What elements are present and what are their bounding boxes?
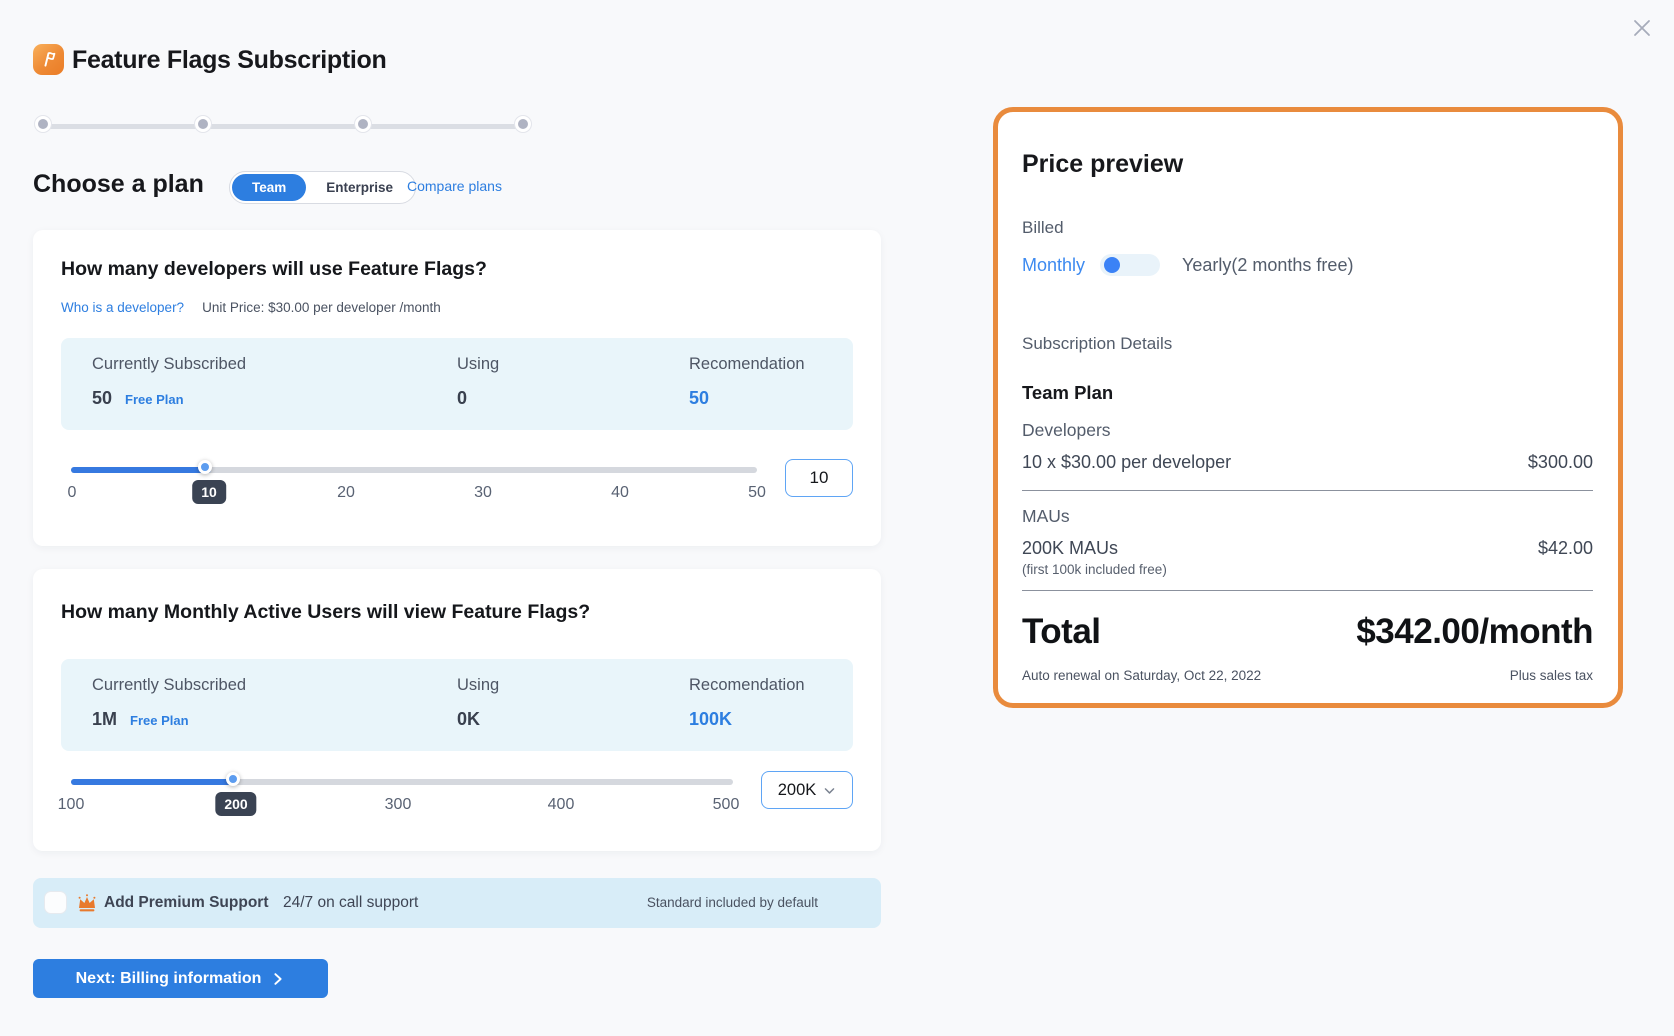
premium-support-checkbox[interactable] bbox=[44, 891, 67, 914]
plan-team-segment[interactable]: Team bbox=[232, 174, 307, 201]
developers-slider-track[interactable] bbox=[71, 460, 757, 474]
page-title: Feature Flags Subscription bbox=[72, 46, 387, 74]
col-header-recommendation: Recomendation bbox=[689, 676, 805, 694]
yearly-label: Yearly(2 months free) bbox=[1182, 254, 1354, 275]
subscribed-value: 1M bbox=[92, 709, 118, 729]
premium-support-row: Add Premium Support 24/7 on call support… bbox=[33, 878, 881, 928]
maus-slider-track[interactable] bbox=[71, 772, 733, 786]
developers-slider-fill bbox=[71, 467, 211, 473]
unit-price-text: Unit Price: $30.00 per developer /month bbox=[202, 300, 441, 315]
divider bbox=[1022, 590, 1593, 591]
developers-line-price: $300.00 bbox=[1527, 452, 1593, 472]
developers-section-label: Developers bbox=[1022, 420, 1111, 440]
total-label: Total bbox=[1022, 612, 1101, 651]
premium-support-label: Add Premium Support bbox=[104, 894, 269, 911]
free-plan-badge: Free Plan bbox=[125, 392, 184, 407]
price-preview-panel: Price preview Billed Monthly Yearly(2 mo… bbox=[993, 107, 1623, 708]
col-header-recommendation: Recomendation bbox=[689, 355, 805, 373]
plan-enterprise-segment[interactable]: Enterprise bbox=[326, 180, 394, 195]
compare-plans-link[interactable]: Compare plans bbox=[407, 178, 502, 194]
developers-line-item: 10 x $30.00 per developer bbox=[1022, 452, 1232, 472]
maus-line-price: $42.00 bbox=[1537, 538, 1593, 558]
tick-label: 0 bbox=[67, 484, 77, 501]
maus-card-title: How many Monthly Active Users will view … bbox=[61, 601, 591, 623]
billed-label: Billed bbox=[1022, 218, 1064, 237]
col-header-using: Using bbox=[457, 355, 500, 373]
maus-dropdown-value: 200K bbox=[777, 780, 817, 799]
tick-label: 50 bbox=[748, 484, 766, 501]
maus-slider-fill bbox=[71, 779, 238, 785]
col-header-subscribed: Currently Subscribed bbox=[92, 355, 247, 373]
maus-dropdown[interactable]: 200K bbox=[761, 771, 853, 809]
maus-section-label: MAUs bbox=[1022, 506, 1070, 526]
stepper-connector bbox=[46, 124, 526, 129]
free-plan-badge: Free Plan bbox=[130, 713, 189, 728]
monthly-label: Monthly bbox=[1022, 254, 1086, 275]
feature-flags-logo-icon bbox=[33, 44, 64, 75]
developers-count-input[interactable] bbox=[785, 459, 853, 497]
tick-label: 30 bbox=[474, 484, 492, 501]
col-header-using: Using bbox=[457, 676, 500, 694]
maus-card: How many Monthly Active Users will view … bbox=[33, 569, 881, 851]
tick-label: 20 bbox=[337, 484, 355, 501]
tick-label: 500 bbox=[712, 796, 740, 813]
tick-label: 100 bbox=[57, 796, 85, 813]
slider-value-badge: 10 bbox=[192, 480, 226, 504]
billing-period-toggle[interactable] bbox=[1100, 254, 1161, 276]
tick-label: 400 bbox=[547, 796, 575, 813]
developers-info-box: Currently Subscribed Using Recomendation… bbox=[61, 338, 853, 430]
subscription-details-label: Subscription Details bbox=[1022, 334, 1173, 353]
recommendation-value: 100K bbox=[689, 709, 733, 729]
using-value: 0K bbox=[457, 709, 481, 729]
next-billing-button-label: Next: Billing information bbox=[75, 969, 262, 987]
step-dot-1 bbox=[35, 116, 51, 132]
progress-stepper bbox=[33, 114, 539, 140]
who-is-developer-link[interactable]: Who is a developer? bbox=[61, 300, 185, 315]
plan-name: Team Plan bbox=[1022, 382, 1114, 403]
developers-card: How many developers will use Feature Fla… bbox=[33, 230, 881, 546]
developers-slider-handle[interactable] bbox=[198, 460, 212, 474]
crown-icon bbox=[78, 894, 96, 912]
maus-slider-handle[interactable] bbox=[226, 772, 240, 786]
price-preview-title: Price preview bbox=[1022, 150, 1184, 178]
auto-renewal-note: Auto renewal on Saturday, Oct 22, 2022 bbox=[1022, 668, 1262, 683]
maus-info-box: Currently Subscribed Using Recomendation… bbox=[61, 659, 853, 751]
toggle-knob bbox=[1104, 257, 1121, 273]
choose-plan-heading: Choose a plan bbox=[33, 170, 204, 198]
developers-card-title: How many developers will use Feature Fla… bbox=[61, 258, 487, 280]
using-value: 0 bbox=[457, 388, 468, 408]
total-value: $342.00/month bbox=[1356, 612, 1593, 651]
sales-tax-note: Plus sales tax bbox=[1509, 668, 1593, 683]
step-dot-2 bbox=[195, 116, 211, 132]
recommendation-value: 50 bbox=[689, 388, 710, 408]
plan-type-toggle[interactable]: Team Enterprise bbox=[229, 171, 417, 204]
next-billing-button[interactable]: Next: Billing information bbox=[33, 959, 328, 998]
premium-support-note: Standard included by default bbox=[646, 895, 818, 910]
premium-support-sublabel: 24/7 on call support bbox=[283, 894, 419, 911]
subscribed-value: 50 bbox=[92, 388, 113, 408]
chevron-right-icon bbox=[274, 972, 282, 985]
maus-line-item: 200K MAUs bbox=[1022, 538, 1119, 558]
tick-label: 40 bbox=[611, 484, 629, 501]
maus-included-note: (first 100k included free) bbox=[1022, 562, 1167, 577]
slider-value-badge: 200 bbox=[215, 792, 257, 816]
step-dot-4 bbox=[515, 116, 531, 132]
divider bbox=[1022, 490, 1593, 491]
close-icon[interactable] bbox=[1624, 10, 1660, 46]
chevron-down-icon bbox=[824, 787, 835, 794]
tick-label: 300 bbox=[384, 796, 412, 813]
col-header-subscribed: Currently Subscribed bbox=[92, 676, 247, 694]
step-dot-3 bbox=[355, 116, 371, 132]
